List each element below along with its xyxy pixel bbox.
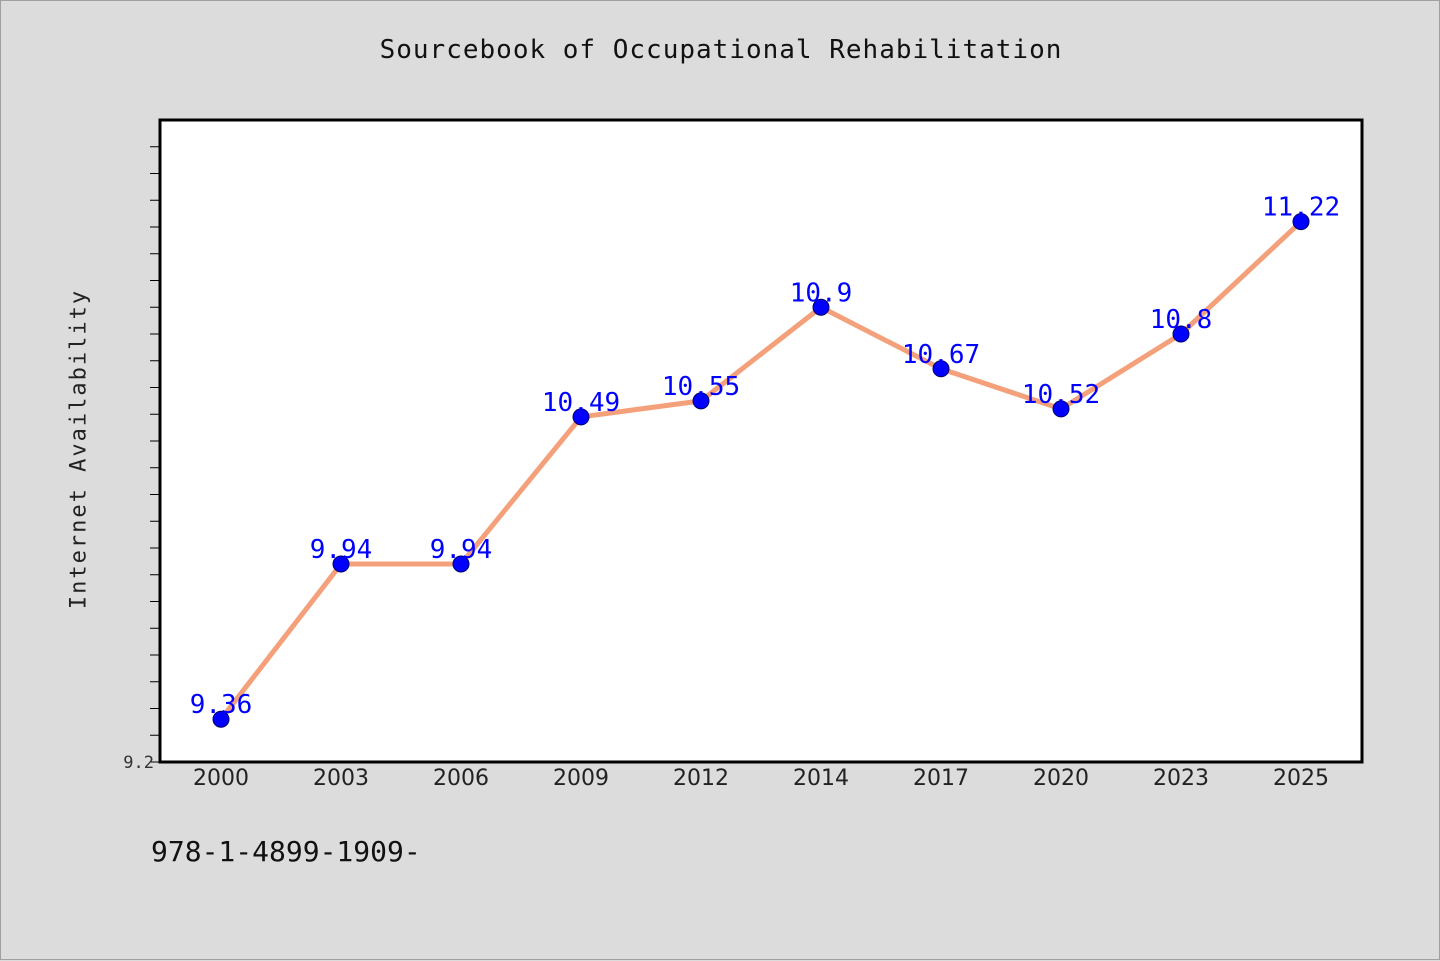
data-label: 10.52 xyxy=(1022,380,1100,410)
y-tick-label: 9.2 xyxy=(123,753,154,773)
y-axis-ticks: 9.2 xyxy=(123,146,160,773)
data-point xyxy=(452,555,470,573)
data-point xyxy=(1052,400,1070,418)
series-line xyxy=(218,219,1304,722)
series-layer xyxy=(218,219,1304,722)
x-tick-label: 2006 xyxy=(433,766,489,791)
data-point xyxy=(1292,213,1310,231)
data-label: 11.22 xyxy=(1262,193,1340,223)
data-point xyxy=(692,392,710,410)
data-label: 9.36 xyxy=(190,690,253,720)
data-point xyxy=(932,360,950,378)
data-point xyxy=(572,408,590,426)
x-tick-label: 2023 xyxy=(1153,766,1209,791)
data-label: 10.49 xyxy=(542,388,620,418)
x-tick-label: 2025 xyxy=(1273,766,1329,791)
isbn-text: 978-1-4899-1909- xyxy=(151,835,421,868)
x-tick-label: 2014 xyxy=(793,766,849,791)
data-point xyxy=(812,298,830,316)
data-point xyxy=(332,555,350,573)
data-points xyxy=(212,213,1310,728)
x-tick-label: 2009 xyxy=(553,766,609,791)
data-label: 10.9 xyxy=(790,278,853,308)
x-tick-label: 2017 xyxy=(913,766,969,791)
data-label: 10.8 xyxy=(1150,305,1213,335)
data-label: 10.55 xyxy=(662,372,740,402)
x-axis-tick-labels: 2000 2003 2006 2009 2012 2014 2017 2020 2023 2025 xyxy=(193,766,1329,791)
data-labels: 9.36 9.94 9.94 10.49 10.55 10.9 10.67 10.52 10.8… xyxy=(190,193,1340,721)
chart-title: Sourcebook of Occupational Rehabilitatio… xyxy=(379,35,1063,65)
x-tick-label: 2012 xyxy=(673,766,729,791)
x-tick-label: 2003 xyxy=(313,766,369,791)
x-tick-label: 2020 xyxy=(1033,766,1089,791)
data-label: 9.94 xyxy=(310,535,373,565)
data-point xyxy=(1172,325,1190,343)
data-label: 9.94 xyxy=(430,535,493,565)
plot-area xyxy=(158,118,1364,764)
x-tick-label: 2000 xyxy=(193,766,249,791)
data-label: 10.67 xyxy=(902,340,980,370)
data-point xyxy=(212,710,230,728)
